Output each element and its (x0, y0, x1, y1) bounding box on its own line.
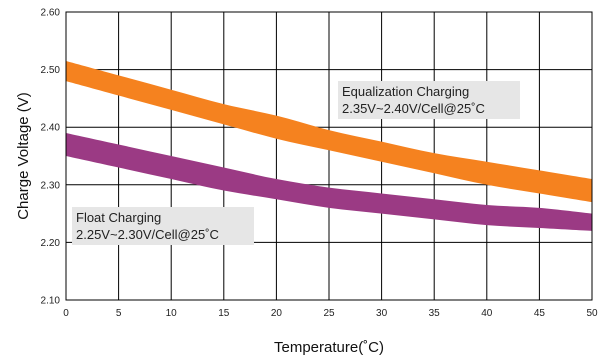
x-tick-label: 20 (271, 308, 283, 319)
series-band-float (66, 132, 592, 231)
plot-frame (65, 11, 593, 301)
x-tick-label: 10 (166, 308, 178, 319)
annotation-float-range: 2.25V~2.30V/Cell@25˚C (76, 227, 219, 242)
x-tick-labels: 0 5 10 15 20 25 30 35 40 45 50 (63, 308, 598, 319)
y-tick-label: 2.10 (41, 296, 61, 307)
annotation-equalization: Equalization Charging 2.35V~2.40V/Cell@2… (338, 81, 520, 119)
series-bands (66, 60, 592, 231)
annotation-float-box (72, 207, 254, 245)
x-tick-label: 0 (63, 308, 69, 319)
annotation-float-title: Float Charging (76, 210, 161, 225)
annotation-float: Float Charging 2.25V~2.30V/Cell@25˚C (72, 207, 254, 245)
x-tick-label: 25 (323, 308, 335, 319)
x-tick-label: 40 (481, 308, 493, 319)
annotation-equalization-title: Equalization Charging (342, 84, 469, 99)
y-tick-label: 2.60 (41, 8, 61, 19)
y-axis-title: Charge Voltage (V) (15, 92, 32, 220)
x-tick-label: 35 (429, 308, 441, 319)
x-tick-label: 45 (534, 308, 546, 319)
x-tick-label: 50 (586, 308, 598, 319)
annotation-equalization-range: 2.35V~2.40V/Cell@25˚C (342, 101, 485, 116)
x-tick-label: 15 (218, 308, 230, 319)
x-tick-label: 5 (116, 308, 122, 319)
annotation-equalization-box (338, 81, 520, 119)
x-tick-label: 30 (376, 308, 388, 319)
y-tick-label: 2.20 (41, 238, 61, 249)
x-axis-title: Temperature(˚C) (274, 339, 384, 356)
y-tick-label: 2.30 (41, 180, 61, 191)
series-band-equalization (66, 60, 592, 203)
y-tick-label: 2.50 (41, 65, 61, 76)
y-tick-labels: 2.10 2.20 2.30 2.40 2.50 2.60 (41, 8, 61, 307)
y-tick-label: 2.40 (41, 123, 61, 134)
